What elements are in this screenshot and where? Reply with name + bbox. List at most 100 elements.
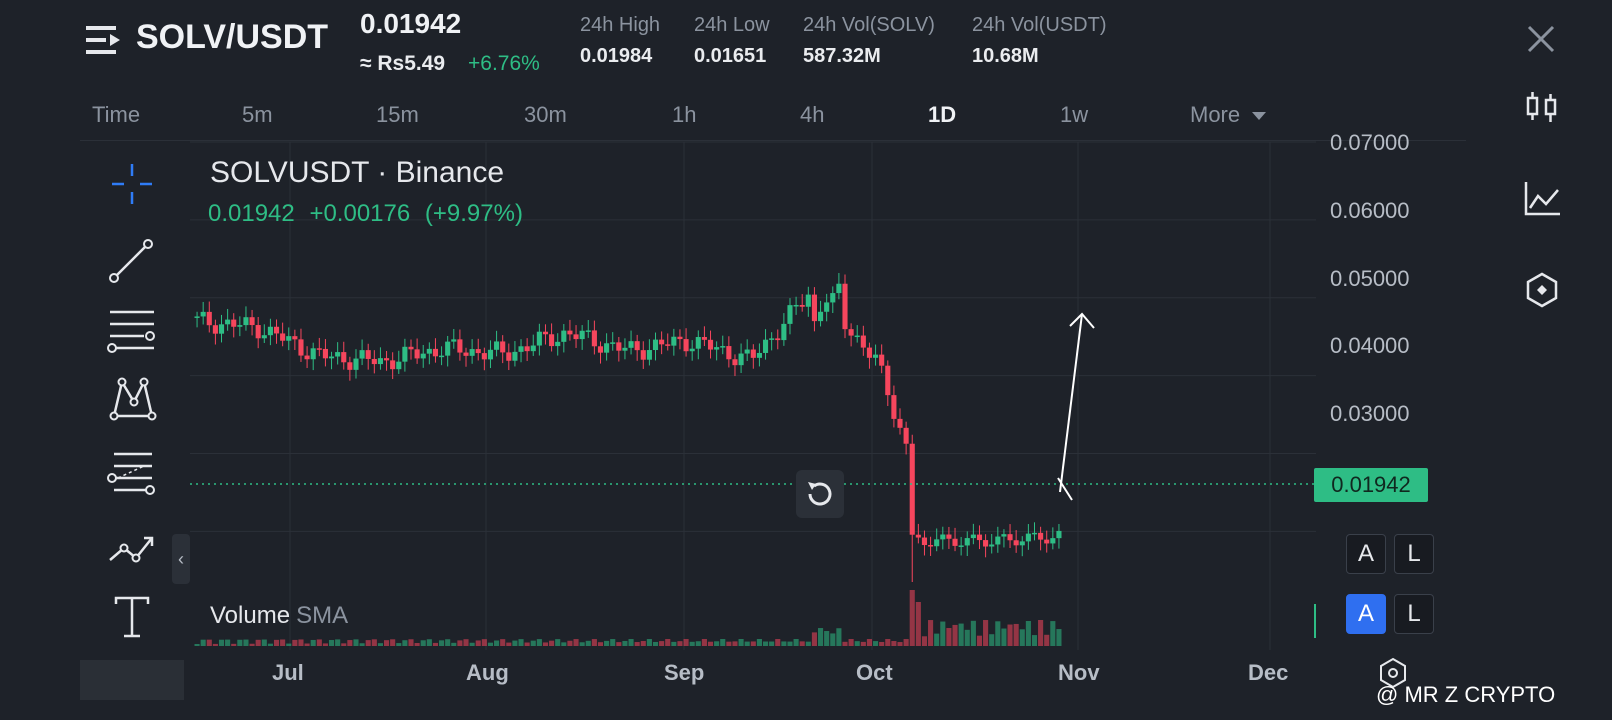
volume-bar bbox=[915, 602, 921, 646]
refresh-icon bbox=[808, 482, 832, 506]
volume-bar bbox=[255, 639, 261, 646]
log-scale-button[interactable]: L bbox=[1394, 534, 1434, 574]
volume-bar bbox=[267, 643, 273, 646]
volume-bar bbox=[659, 641, 665, 646]
auto-scale-button[interactable]: A bbox=[1346, 534, 1386, 574]
pattern-tool-button[interactable] bbox=[104, 372, 160, 428]
volume-bar bbox=[567, 640, 573, 646]
volume-bar bbox=[231, 643, 237, 646]
volume-bar bbox=[762, 641, 769, 646]
candle-body bbox=[897, 418, 903, 428]
candle-body bbox=[597, 346, 604, 353]
volume-bar bbox=[304, 643, 310, 646]
volume-label: Volume SMA bbox=[210, 602, 348, 630]
volume-bar bbox=[286, 643, 292, 646]
volume-bar bbox=[1007, 624, 1013, 646]
crosshair-tool-button[interactable] bbox=[104, 156, 160, 212]
collapse-toolbar-button[interactable]: ‹ bbox=[172, 534, 190, 584]
crosshair-icon bbox=[112, 164, 152, 204]
settings-button[interactable] bbox=[1520, 268, 1564, 312]
volume-bar bbox=[463, 639, 469, 646]
candle-body bbox=[316, 348, 322, 350]
volume-bar bbox=[335, 639, 341, 646]
tab-more[interactable]: More bbox=[1190, 102, 1267, 128]
candle-body bbox=[652, 339, 659, 351]
candle-body bbox=[958, 545, 964, 547]
volume-bar bbox=[573, 639, 579, 646]
candle-body bbox=[249, 317, 255, 326]
candle-body bbox=[1001, 534, 1007, 537]
volume-bar bbox=[536, 639, 542, 646]
volume-bar bbox=[475, 640, 481, 646]
volume-bar bbox=[408, 639, 414, 646]
candle-body bbox=[390, 360, 396, 370]
chart-type-button[interactable] bbox=[1520, 86, 1564, 130]
candle-body bbox=[561, 330, 567, 342]
candle-body bbox=[738, 353, 744, 366]
tab-time[interactable]: Time bbox=[92, 102, 141, 127]
menu-icon[interactable] bbox=[86, 22, 122, 58]
candle-body bbox=[769, 338, 775, 340]
candle-body bbox=[683, 339, 689, 352]
settings-hex-icon-small[interactable] bbox=[1376, 656, 1410, 690]
candle-body bbox=[328, 356, 335, 359]
candle-body bbox=[714, 347, 720, 350]
text-tool-button[interactable] bbox=[104, 590, 160, 646]
candle-body bbox=[817, 311, 824, 322]
volume-bar bbox=[732, 641, 738, 646]
volume-bar bbox=[359, 643, 365, 646]
tab-1d[interactable]: 1D bbox=[928, 102, 957, 127]
candle-body bbox=[634, 341, 640, 351]
candle-body bbox=[891, 395, 897, 419]
volume-bar bbox=[481, 639, 487, 646]
y-tick-2: 0.05000 bbox=[1330, 266, 1410, 291]
volume-bar bbox=[726, 641, 732, 646]
tab-1h[interactable]: 1h bbox=[672, 102, 697, 127]
volume-bar bbox=[237, 639, 243, 646]
trend-line-tool-button[interactable] bbox=[104, 232, 160, 288]
volume-log-scale-button[interactable]: L bbox=[1394, 594, 1434, 634]
indicator-chart-icon bbox=[1524, 182, 1560, 216]
candle-body bbox=[934, 539, 940, 547]
volume-bar bbox=[597, 642, 604, 646]
candle-body bbox=[842, 283, 848, 330]
volume-bar bbox=[365, 640, 371, 646]
candle-body bbox=[475, 349, 481, 354]
tab-4h[interactable]: 4h bbox=[800, 102, 825, 127]
fib-tool-button[interactable] bbox=[104, 446, 160, 502]
candle-body bbox=[866, 347, 873, 358]
candle-body bbox=[928, 545, 934, 547]
candle-body bbox=[304, 355, 310, 360]
candle-body bbox=[451, 339, 457, 342]
candle-body bbox=[218, 324, 225, 334]
volume-bar bbox=[701, 639, 707, 646]
tab-30m[interactable]: 30m bbox=[524, 102, 567, 127]
tab-5m[interactable]: 5m bbox=[242, 102, 273, 127]
volume-bar bbox=[322, 643, 328, 646]
volume-bar bbox=[341, 643, 347, 646]
reset-chart-button[interactable] bbox=[796, 470, 844, 518]
path-tool-button[interactable] bbox=[104, 520, 160, 576]
candle-body bbox=[194, 316, 200, 318]
volume-bar bbox=[280, 639, 286, 646]
tab-15m[interactable]: 15m bbox=[376, 102, 419, 127]
chevron-down-icon bbox=[1252, 112, 1267, 121]
indicators-button[interactable] bbox=[1520, 176, 1564, 220]
volume-bar bbox=[414, 642, 420, 646]
tab-1w[interactable]: 1w bbox=[1060, 102, 1089, 127]
candle-body bbox=[983, 540, 989, 547]
x-tick-jul: Jul bbox=[272, 660, 304, 685]
volume-bar bbox=[225, 639, 231, 646]
volume-bar bbox=[848, 639, 854, 646]
candle-body bbox=[365, 350, 371, 359]
volume-auto-scale-button[interactable]: A bbox=[1346, 594, 1386, 634]
candle-body bbox=[970, 534, 976, 539]
stat-value-low: 0.01651 bbox=[694, 45, 767, 67]
candle-body bbox=[811, 294, 817, 322]
horizontal-lines-tool-button[interactable] bbox=[104, 304, 160, 360]
pair-title[interactable]: SOLV/USDT bbox=[136, 18, 329, 56]
candle-body bbox=[420, 353, 426, 359]
volume-bar bbox=[328, 640, 335, 646]
close-icon[interactable] bbox=[1524, 22, 1558, 56]
